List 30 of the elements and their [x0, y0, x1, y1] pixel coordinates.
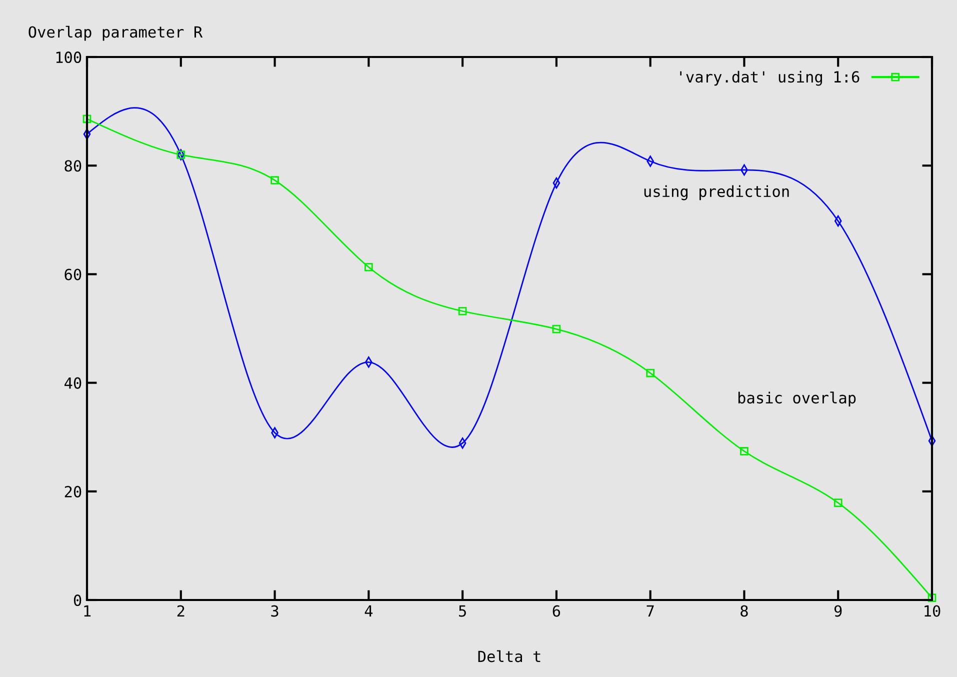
point: [646, 368, 654, 378]
x-axis-title: Delta t: [478, 650, 540, 662]
y-tick-label: 80: [64, 160, 82, 172]
point: [552, 324, 561, 334]
y-tick-label: 100: [56, 52, 82, 64]
point: [82, 114, 92, 124]
y-tick-label: 40: [64, 377, 82, 389]
x-tick-label: 7: [646, 605, 654, 617]
x-tick-label: 5: [459, 605, 466, 617]
y-tick-label: 60: [64, 268, 82, 280]
y-tick-label: 0: [74, 594, 82, 606]
x-tick-label: 3: [271, 605, 278, 617]
legend-label: 'vary.dat' using 1:6: [680, 70, 860, 86]
point: [928, 594, 936, 602]
x-tick-label: 6: [552, 605, 560, 617]
point: [740, 447, 748, 456]
point: [458, 306, 467, 316]
x-tick-label: 9: [834, 605, 842, 617]
x-tick-label: 10: [924, 605, 940, 617]
y-tick-label: 20: [64, 486, 82, 498]
x-tick-label: 8: [740, 605, 748, 617]
point: [270, 176, 279, 184]
x-tick-label: 2: [177, 605, 184, 617]
x-tick-label: 4: [364, 605, 373, 617]
point: [834, 498, 842, 507]
annotation: basic overlap: [738, 392, 856, 407]
point: [364, 262, 373, 272]
x-tick-label: 1: [84, 605, 91, 617]
y-axis-title: Overlap parameter R: [28, 26, 203, 41]
annotation: using prediction: [644, 185, 789, 200]
